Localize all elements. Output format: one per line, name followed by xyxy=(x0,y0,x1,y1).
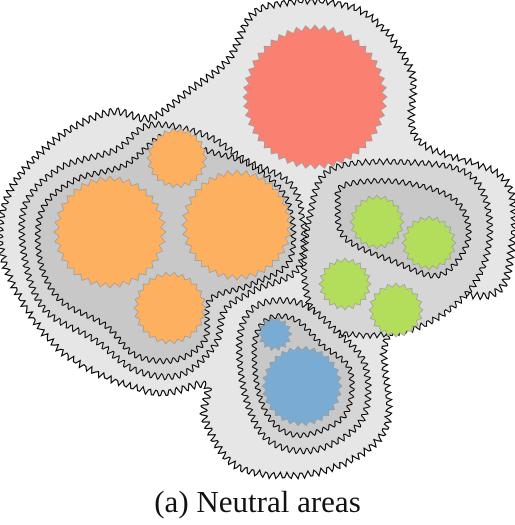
green-node-3 xyxy=(318,257,372,311)
green-node-2 xyxy=(401,215,457,271)
blue-node-2 xyxy=(261,345,343,427)
blue-node-1 xyxy=(257,316,293,352)
orange-node-2 xyxy=(53,175,167,289)
green-node-1 xyxy=(349,194,405,250)
red-node-1 xyxy=(242,24,388,170)
figure-caption: (a) Neutral areas xyxy=(154,484,361,519)
neutral-areas-diagram xyxy=(0,0,515,480)
green-node-4 xyxy=(368,282,424,338)
nodes xyxy=(53,24,457,427)
orange-node-3 xyxy=(181,169,293,281)
orange-node-1 xyxy=(146,127,208,189)
group-areas xyxy=(18,120,494,455)
orange-node-4 xyxy=(133,271,207,345)
